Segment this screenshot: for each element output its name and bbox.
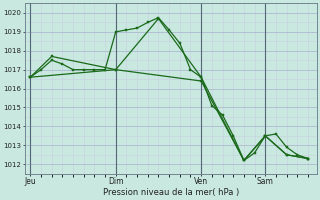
X-axis label: Pression niveau de la mer( hPa ): Pression niveau de la mer( hPa ): [103, 188, 239, 197]
